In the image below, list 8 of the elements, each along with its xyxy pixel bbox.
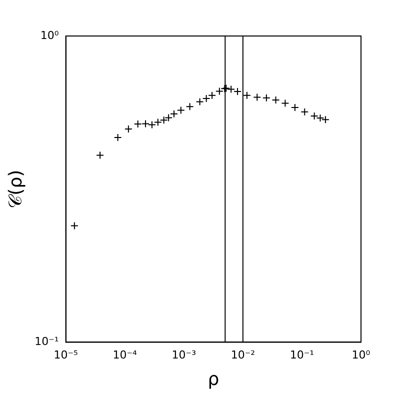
x-axis-title: ρ <box>208 368 220 390</box>
x-tick-label: 10⁻⁵ <box>54 348 78 362</box>
x-tick-label: 10⁰ <box>352 348 371 362</box>
x-tick-label: 10⁻⁴ <box>112 348 138 362</box>
x-tick-label: 10⁻³ <box>172 348 196 362</box>
y-axis-title: 𝒞(ρ) <box>5 170 26 208</box>
x-tick-label: 10⁻² <box>230 348 256 362</box>
x-tick-label: 10⁻¹ <box>290 348 314 362</box>
